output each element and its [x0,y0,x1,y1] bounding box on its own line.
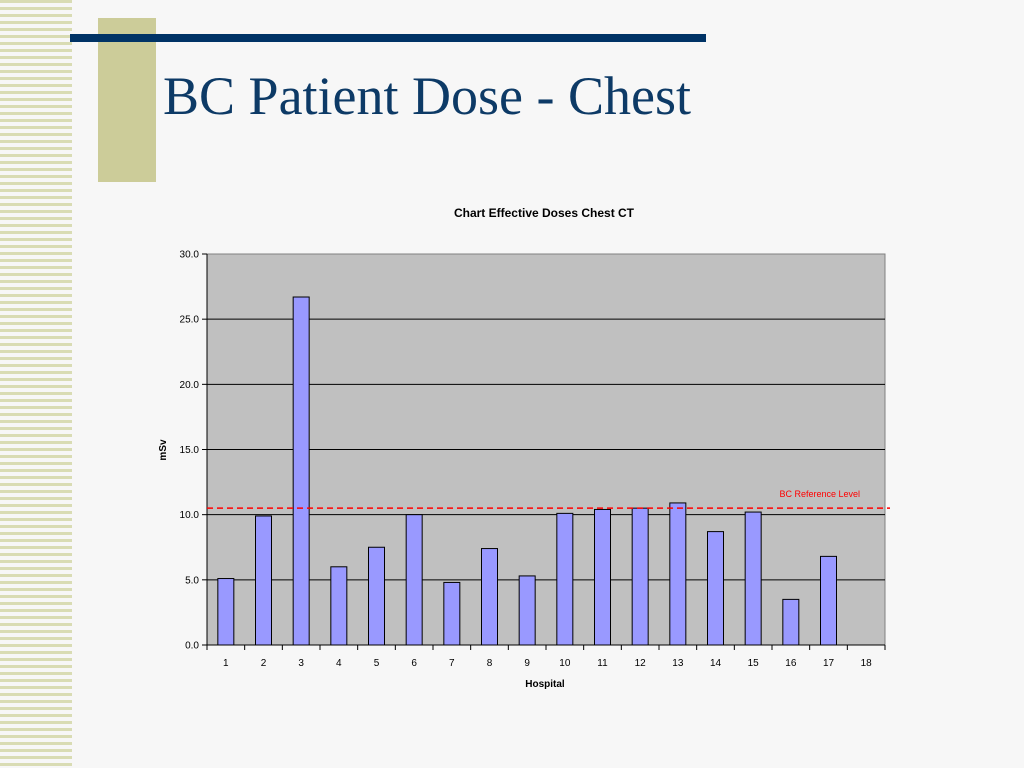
bar [217,578,235,646]
x-tick-label: 9 [524,658,530,669]
bar [255,515,272,646]
x-tick-label: 4 [336,658,342,669]
bar [782,598,800,646]
reference-line-label: BC Reference Level [779,489,860,499]
x-tick-label: 3 [298,658,304,669]
bar [330,566,348,646]
bar [481,548,498,646]
x-tick-label: 12 [635,658,647,669]
y-tick-label: 25.0 [180,315,200,326]
x-tick-labels: 1 2 3 4 5 6 7 8 9 10 11 12 13 14 15 16 17 18 [206,645,886,669]
x-tick-label: 18 [861,658,873,669]
bar [292,296,310,646]
y-tick-label: 0.0 [185,641,199,652]
x-tick-label: 14 [710,658,722,669]
x-tick-label: 11 [597,658,608,669]
x-tick-label: 17 [823,658,835,669]
x-tick-label: 13 [672,658,684,669]
chart-title: Chart Effective Doses Chest CT [454,206,635,220]
bars [217,296,837,646]
bar [368,546,385,646]
bar [518,575,536,646]
bar [631,507,649,646]
title-rule [70,34,706,42]
bar [556,512,574,646]
x-tick-label: 6 [411,658,417,669]
bar [405,514,423,646]
bar [707,531,724,646]
x-tick-label: 2 [261,658,267,669]
x-tick-label: 5 [374,658,380,669]
decorative-stripes [0,0,72,768]
y-tick-label: 5.0 [185,575,199,586]
x-tick-label: 16 [785,658,797,669]
x-tick-label: 1 [223,658,229,669]
x-tick-label: 8 [487,658,493,669]
x-tick-label: 10 [559,658,571,669]
y-tick-label: 20.0 [180,380,200,391]
y-tick-labels: 0.0 5.0 10.0 15.0 20.0 25.0 30.0 [180,250,207,652]
y-tick-label: 30.0 [180,250,200,261]
bar [820,555,837,646]
bar [443,581,461,646]
y-axis-label: mSv [158,439,169,461]
bar [744,511,762,646]
y-tick-label: 15.0 [180,445,200,456]
accent-block [98,18,156,182]
bar [594,508,611,646]
x-tick-label: 15 [748,658,760,669]
y-tick-label: 10.0 [180,510,200,521]
slide-title: BC Patient Dose - Chest [163,66,691,126]
bar [669,502,687,646]
gridlines [207,318,885,581]
x-tick-label: 7 [449,658,455,669]
x-axis-label: Hospital [525,679,565,690]
